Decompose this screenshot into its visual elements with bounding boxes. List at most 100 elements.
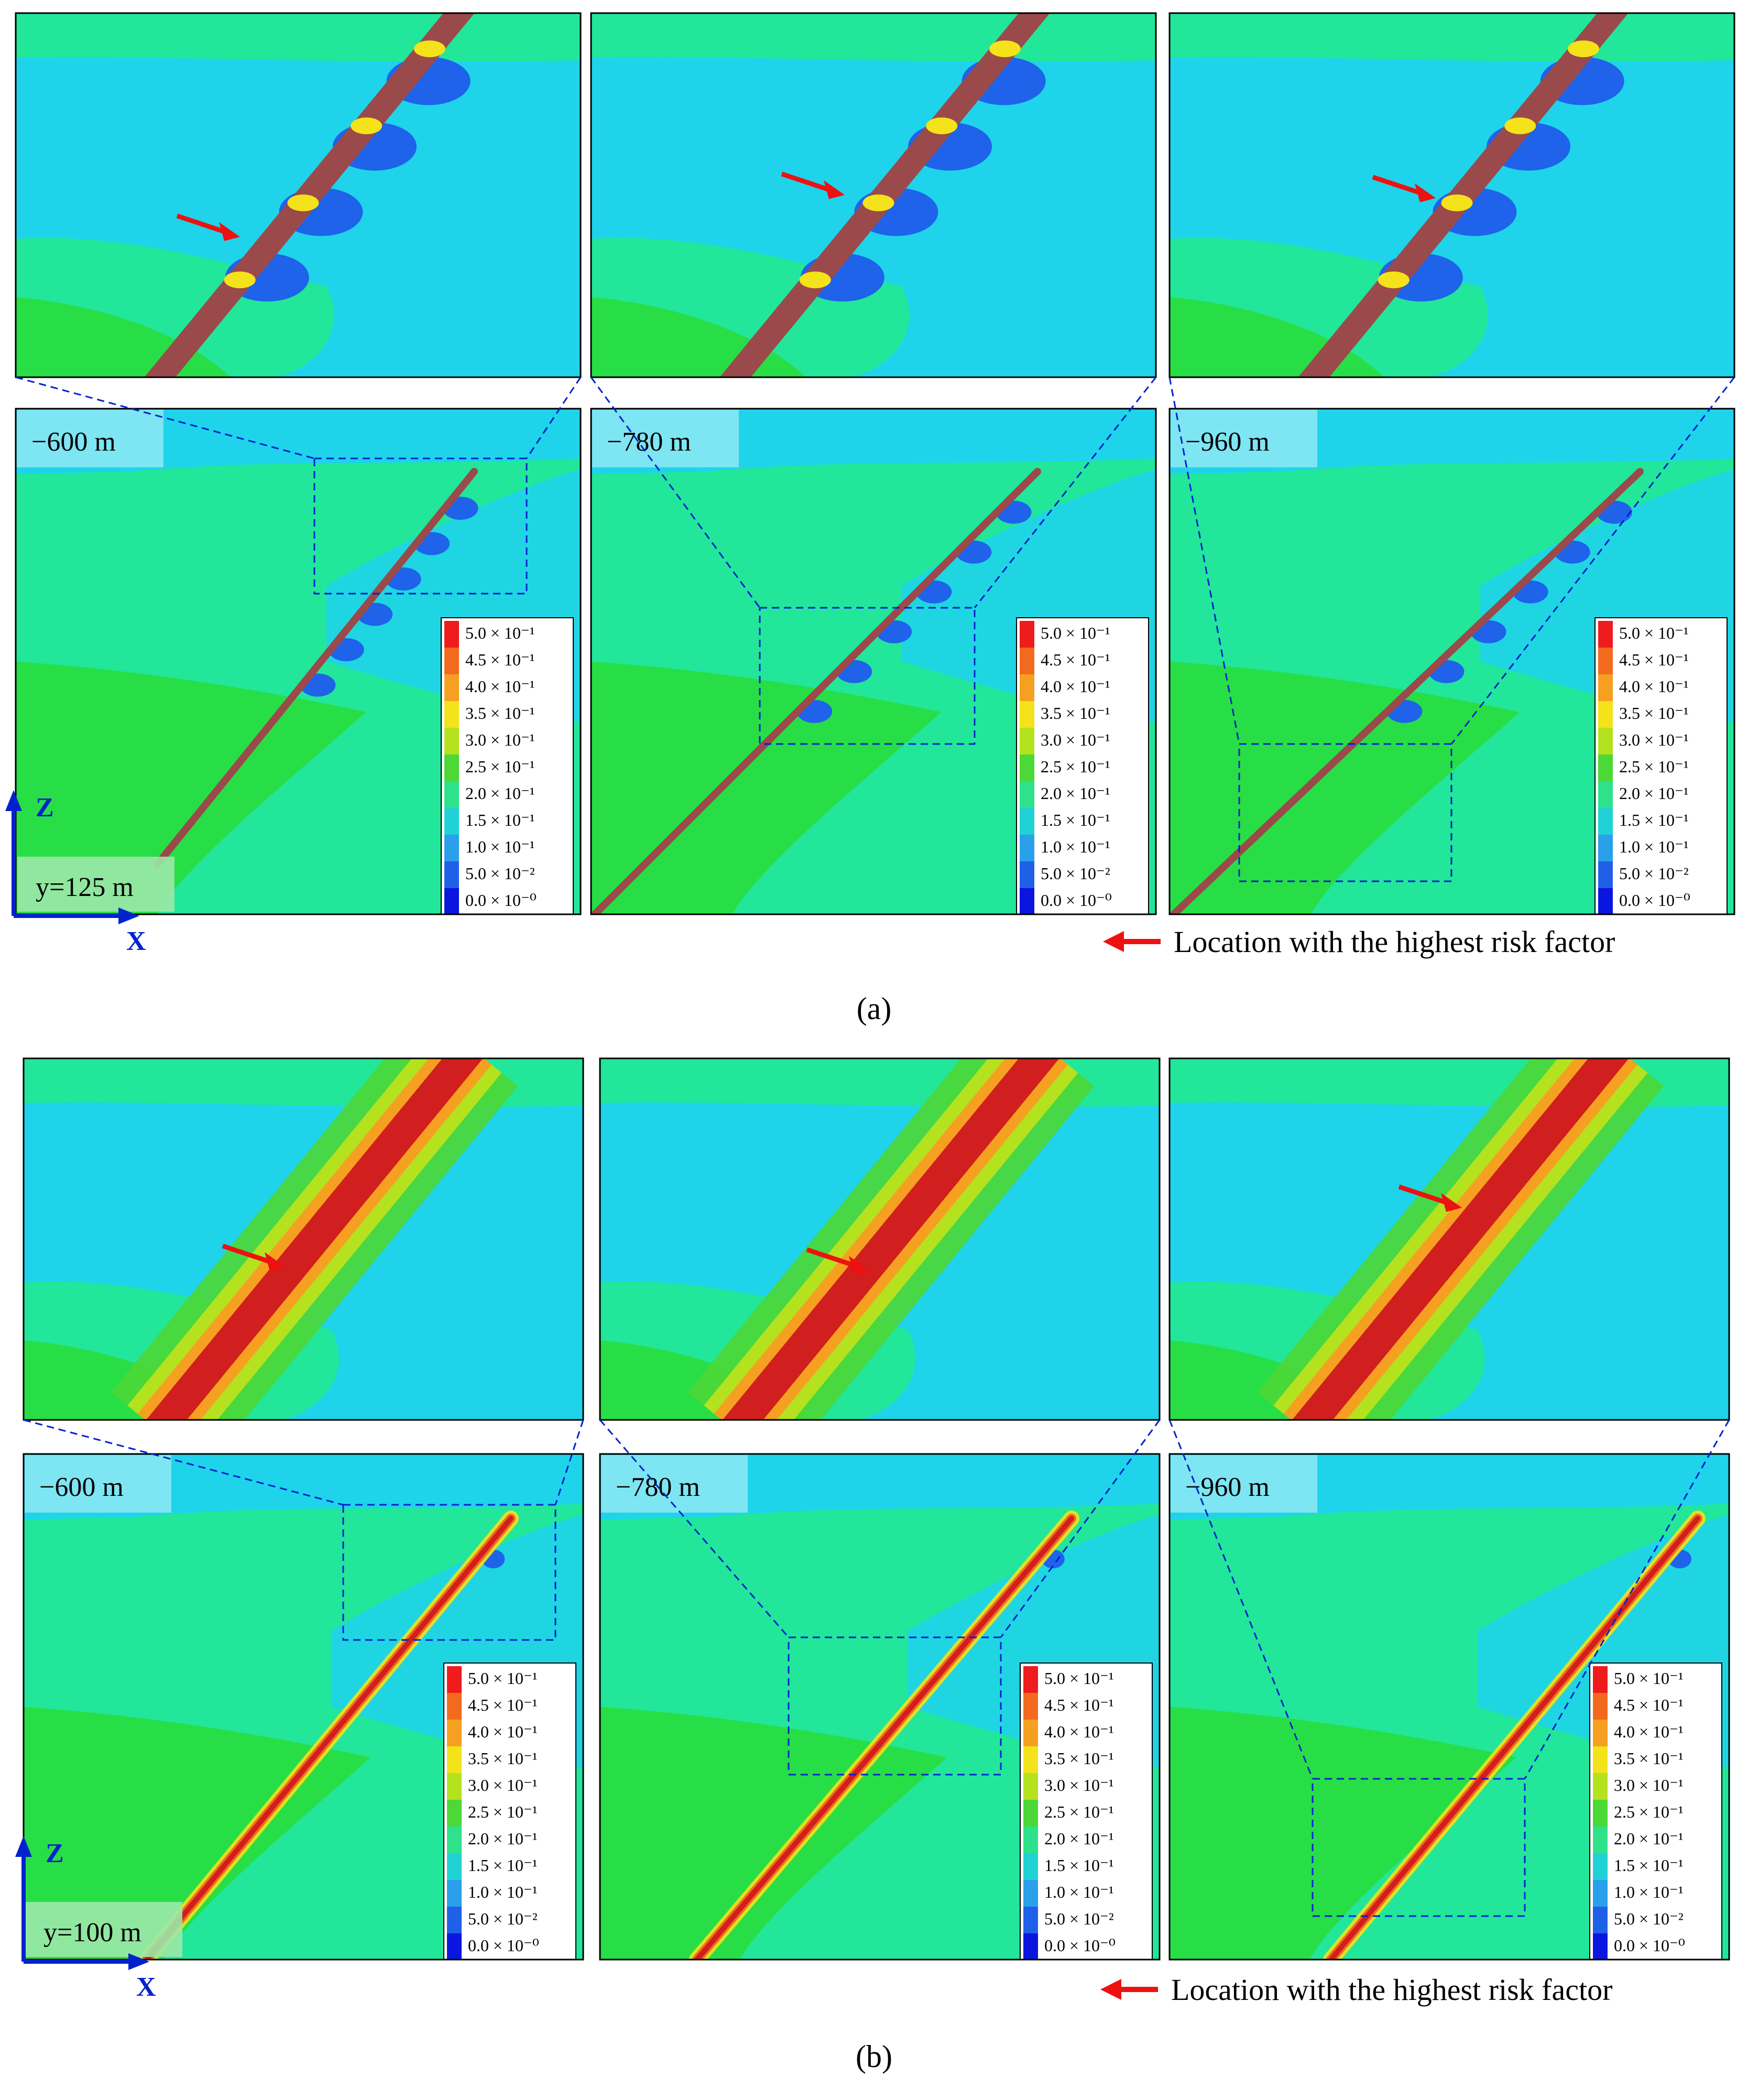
fault-band	[144, 1516, 514, 1960]
panel-frame	[1168, 408, 1735, 915]
colorbar-label: 4.5 × 10⁻¹	[1619, 650, 1689, 669]
contour-field-green	[16, 13, 581, 62]
depth-label-tag	[1171, 1455, 1317, 1513]
colorbar-swatch	[447, 1666, 462, 1693]
x-axis-label: X	[126, 926, 146, 956]
contour-field-lightgreen	[1170, 661, 1520, 914]
colorbar-swatch	[1023, 1746, 1038, 1773]
colorbar-swatch	[444, 888, 459, 914]
colorbar-swatch	[1598, 781, 1613, 808]
colorbar-swatch	[1023, 1853, 1038, 1880]
fault-band	[146, 1058, 483, 1420]
x-axis-arrowhead	[128, 1953, 149, 1970]
colorbar-label: 0.0 × 10⁻⁰	[1041, 891, 1112, 910]
colorbar-label: 3.0 × 10⁻¹	[1614, 1776, 1684, 1795]
colorbar-swatch	[444, 808, 459, 835]
colorbar-label: 4.0 × 10⁻¹	[465, 677, 535, 696]
main-panel-figure_b-1: 5.0 × 10⁻¹ 4.5 × 10⁻¹ 4.0 × 10⁻¹ 3.5 × 10⁻¹…	[600, 1454, 1160, 1960]
colorbar-label: 1.0 × 10⁻¹	[1041, 837, 1110, 856]
zoom-panel-frame	[23, 1057, 584, 1421]
colorbar-swatch	[447, 1907, 462, 1933]
colorbar-swatch	[444, 674, 459, 701]
z-axis-label: Z	[36, 793, 54, 823]
zoom-panel-frame	[15, 12, 582, 378]
zoom-region-box	[313, 457, 528, 595]
depth-label-tag	[25, 1455, 171, 1513]
panel-frame	[15, 408, 582, 915]
zoom-panel-figure_b-0	[24, 1058, 583, 1420]
legend-arrow-text: Location with the highest risk factor	[1174, 925, 1615, 959]
colorbar-swatch	[1598, 648, 1613, 674]
zoom-panel-figure_a-0	[16, 13, 581, 377]
colorbar-swatch	[1593, 1800, 1608, 1826]
zoom-panel-figure_a-2	[1170, 13, 1734, 377]
colorbar-swatch	[1593, 1907, 1608, 1933]
depth-label-tag	[592, 410, 739, 467]
colorbar-label: 2.0 × 10⁻¹	[1619, 784, 1689, 803]
colorbar-swatch	[444, 701, 459, 728]
colorbar-swatch	[1593, 1746, 1608, 1773]
colorbar-swatch	[444, 835, 459, 861]
colorbar-swatch	[444, 728, 459, 754]
colorbar-swatch	[1598, 701, 1613, 728]
caption-a: (a)	[857, 991, 892, 1026]
colorbar-label: 2.5 × 10⁻¹	[1619, 757, 1689, 776]
colorbar-swatch	[447, 1693, 462, 1720]
colorbar-label: 3.5 × 10⁻¹	[1044, 1749, 1114, 1768]
section-label-tag	[25, 1902, 182, 1957]
main-panel-figure_a-0: 5.0 × 10⁻¹ 4.5 × 10⁻¹ 4.0 × 10⁻¹ 3.5 × 10⁻¹…	[16, 409, 581, 914]
colorbar-label: 5.0 × 10⁻¹	[1044, 1669, 1114, 1688]
legend-arrowhead	[1100, 1979, 1121, 2000]
colorbar-swatch	[447, 1773, 462, 1800]
colorbar-swatch	[1023, 1693, 1038, 1720]
colorbar-swatch	[1020, 781, 1034, 808]
colorbar-label: 0.0 × 10⁻⁰	[468, 1936, 539, 1955]
main-panel-figure_b-0: 5.0 × 10⁻¹ 4.5 × 10⁻¹ 4.0 × 10⁻¹ 3.5 × 10⁻¹…	[24, 1454, 583, 1960]
colorbar-label: 2.5 × 10⁻¹	[468, 1802, 538, 1821]
colorbar-label: 0.0 × 10⁻⁰	[1619, 891, 1690, 910]
colorbar-label: 5.0 × 10⁻¹	[465, 624, 535, 642]
zoom-panel-figure_b-2	[1170, 1058, 1729, 1420]
colorbar-label: 1.0 × 10⁻¹	[1619, 837, 1689, 856]
colorbar-label: 1.5 × 10⁻¹	[1044, 1856, 1114, 1875]
colorbar-swatch	[1598, 621, 1613, 648]
highest-risk-arrowhead	[219, 222, 240, 241]
x-axis-arrowhead	[118, 907, 139, 924]
colorbar-swatch	[1023, 1720, 1038, 1746]
colorbar-swatch	[1598, 808, 1613, 835]
zoom-connector-line	[1000, 1419, 1161, 1638]
colorbar-label: 3.5 × 10⁻¹	[1614, 1749, 1684, 1768]
colorbar-swatch	[447, 1826, 462, 1853]
colorbar-swatch	[1593, 1880, 1608, 1907]
colorbar-label: 1.5 × 10⁻¹	[465, 811, 535, 829]
fault-band	[591, 468, 1041, 914]
depth-label: −600 m	[31, 427, 116, 457]
colorbar-label: 1.5 × 10⁻¹	[1614, 1856, 1684, 1875]
colorbar-swatch	[444, 754, 459, 781]
depth-label: −780 m	[607, 427, 691, 457]
colorbar-swatch	[1020, 728, 1034, 754]
zoom-connector-line	[1450, 377, 1735, 745]
zoom-region-box	[788, 1636, 1002, 1776]
colorbar-label: 2.0 × 10⁻¹	[1614, 1829, 1684, 1848]
colorbar-swatch	[1023, 1773, 1038, 1800]
colorbar-label: 1.5 × 10⁻¹	[1619, 811, 1689, 829]
fault-hotspot	[1378, 271, 1410, 289]
x-axis-label: X	[136, 1972, 156, 2002]
colorbar-swatch	[1020, 648, 1034, 674]
fault-band	[144, 13, 475, 377]
colorbar-swatch	[447, 1933, 462, 1960]
colorbar-swatch	[1593, 1720, 1608, 1746]
colorbar-label: 5.0 × 10⁻¹	[1041, 624, 1110, 642]
colorbar-label: 5.0 × 10⁻²	[1619, 864, 1689, 883]
colorbar-swatch	[1020, 888, 1034, 914]
zoom-connector-line	[1168, 377, 1240, 745]
colorbar-swatch	[1593, 1693, 1608, 1720]
colorbar	[441, 617, 574, 914]
zoom-region-box	[342, 1504, 556, 1641]
colorbar-label: 5.0 × 10⁻²	[465, 864, 535, 883]
zoom-connector-line	[15, 376, 315, 460]
colorbar-label: 1.0 × 10⁻¹	[468, 1883, 538, 1901]
depth-label: −960 m	[1185, 427, 1270, 457]
